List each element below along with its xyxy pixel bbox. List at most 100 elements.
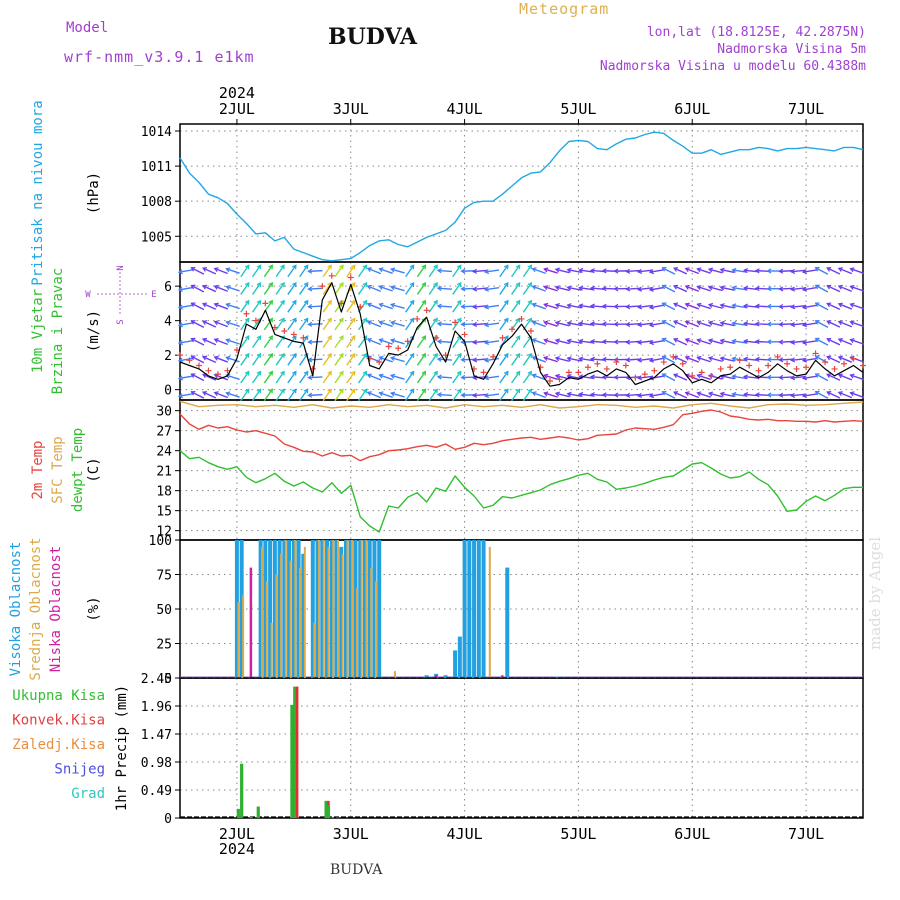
panel-frame	[179, 123, 864, 263]
wind-arrow-head	[578, 285, 584, 291]
wind-arrow	[511, 335, 521, 348]
wind-arrow	[649, 322, 664, 327]
wind-arrow	[532, 321, 546, 328]
wind-arrow	[452, 335, 462, 348]
credit-watermark: made by Angel	[866, 536, 884, 650]
wind-arrow-head	[436, 268, 442, 274]
wind-arrow-head	[456, 370, 462, 376]
wind-arrow	[838, 285, 853, 292]
wind-arrow-head	[849, 302, 855, 308]
cloud-mid-bar	[346, 540, 349, 678]
y-tick-label: 4	[164, 315, 172, 330]
wind-arrow-head	[213, 391, 219, 397]
wind-arrow-head	[814, 373, 820, 378]
wind-arrow-head	[213, 355, 219, 361]
x-tick-label-bottom: 7JUL	[788, 825, 824, 843]
wind-arrow-head	[613, 321, 619, 327]
cloud-high-bar	[301, 553, 306, 678]
wind-arrow	[308, 376, 323, 379]
gust-marker	[831, 365, 838, 372]
wind-arrow-head	[225, 391, 231, 397]
wind-arrow-head	[766, 286, 772, 292]
wind-arrow	[567, 375, 582, 380]
wind-arrow	[626, 305, 641, 308]
wind-arrow	[638, 322, 653, 326]
wind-arrow	[437, 269, 452, 273]
cloud-high-bar	[481, 540, 486, 678]
panel-label: 10m Vjetar	[30, 289, 46, 373]
panel-label: Srednja Oblacnost	[28, 537, 44, 680]
wind-arrow	[308, 393, 323, 397]
wind-arrow-head	[503, 317, 509, 323]
wind-arrow-head	[483, 304, 490, 310]
wind-arrow-head	[472, 392, 478, 398]
wind-arrow	[251, 371, 262, 384]
panel-label: Pritisak na nivou mora	[30, 100, 46, 285]
wind-arrow-head	[696, 320, 702, 326]
wind-arrow	[322, 264, 332, 278]
wind-arrow	[178, 269, 193, 273]
wind-arrow-head	[280, 264, 285, 270]
wind-arrow	[308, 269, 323, 273]
wind-arrow	[499, 388, 509, 402]
wind-arrow-head	[790, 286, 796, 292]
wind-arrow	[555, 286, 570, 292]
wind-arrow-head	[531, 267, 537, 273]
wind-arrow-head	[589, 374, 595, 380]
wind-arrow-head	[707, 267, 714, 273]
wind-arrow	[826, 391, 841, 399]
wind-arrow-head	[190, 302, 196, 307]
wind-arrow-head	[244, 317, 250, 323]
wind-arrow-head	[177, 375, 183, 381]
wind-arrow-head	[515, 352, 521, 358]
wind-arrow	[555, 268, 570, 274]
wind-arrow	[638, 358, 653, 362]
wind-arrow-head	[684, 320, 690, 326]
wind-arrow	[532, 303, 546, 310]
wind-arrow-head	[613, 392, 619, 398]
x-tick-label-top: 7JUL	[788, 100, 824, 118]
gust-marker	[527, 328, 534, 334]
wind-arrow-head	[778, 339, 784, 345]
wind-arrow-head	[613, 286, 619, 292]
cloud-high-bar	[362, 540, 367, 678]
wind-arrow-head	[256, 282, 262, 288]
wind-arrow	[416, 388, 426, 402]
wind-arrow	[390, 392, 405, 398]
wind-arrow	[390, 303, 405, 310]
wind-arrow-head	[378, 373, 384, 379]
pressure-line	[179, 131, 864, 262]
wind-arrow	[850, 374, 864, 381]
wind-arrow-head	[515, 282, 521, 288]
wind-arrow-head	[280, 299, 285, 305]
x-tick-label-bottom: 6JUL	[674, 825, 710, 843]
cloud-high-bar	[552, 676, 557, 678]
wind-arrow	[802, 286, 818, 291]
wind-arrow	[485, 269, 500, 273]
wind-arrow-head	[801, 375, 808, 381]
wind-arrow	[485, 393, 500, 397]
wind-arrow	[744, 322, 759, 326]
wind-arrow	[357, 388, 368, 402]
wind-arrow	[626, 287, 641, 290]
wind-arrow-head	[731, 356, 737, 362]
wind-arrow-head	[837, 373, 843, 379]
gust-marker	[727, 364, 734, 371]
wind-arrow	[591, 375, 606, 379]
wind-arrow	[791, 393, 806, 397]
wind-arrow-head	[190, 320, 196, 325]
wind-arrow	[202, 320, 217, 328]
wind-arrow	[428, 264, 438, 278]
wind-arrow-head	[613, 268, 619, 274]
wind-arrow-head	[350, 264, 356, 270]
elevation-label: Nadmorska Visina 5m	[717, 42, 866, 57]
wind-arrow-head	[460, 303, 466, 310]
wind-arrow-head	[268, 335, 274, 341]
y-tick-label: 1011	[141, 160, 172, 175]
wind-arrow-head	[362, 282, 368, 288]
wind-arrow-head	[754, 374, 760, 380]
wind-arrow-head	[673, 267, 679, 272]
wind-arrow	[473, 305, 488, 308]
wind-arrow-head	[366, 338, 372, 343]
